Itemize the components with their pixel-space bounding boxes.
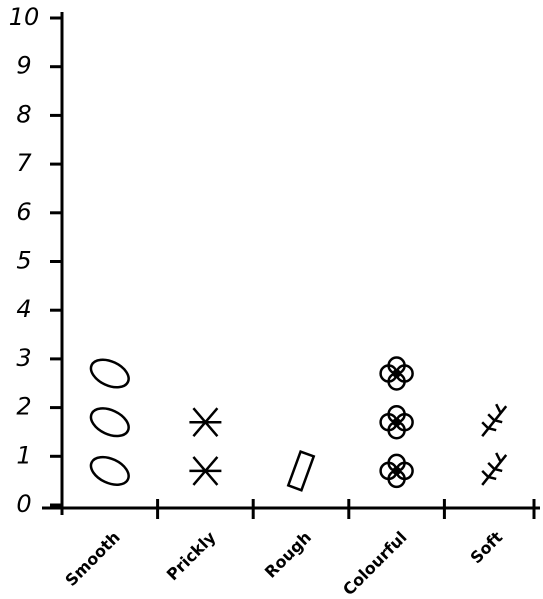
- y-tick-label: 2: [16, 393, 31, 421]
- icon-stack: [189, 408, 221, 485]
- icon: [87, 452, 133, 491]
- y-tick-label: 3: [16, 344, 31, 372]
- y-tick-label: 4: [16, 295, 31, 323]
- y-tick-label: 7: [16, 149, 32, 177]
- x-tick-label: Soft: [467, 527, 507, 567]
- icon: [288, 452, 313, 491]
- icon: [189, 408, 221, 436]
- x-tick-label: Prickly: [163, 527, 220, 584]
- y-tick-label: 9: [16, 52, 31, 80]
- icon-stack: [87, 354, 133, 490]
- y-tick-label: 0: [16, 490, 31, 518]
- icon-stack: [482, 404, 506, 485]
- icon-stack: [381, 358, 413, 487]
- icon: [87, 354, 133, 393]
- y-tick-label: 1: [16, 441, 31, 469]
- icon: [87, 403, 133, 442]
- icon-stack: [288, 452, 313, 491]
- icon: [482, 453, 506, 485]
- icon: [482, 404, 506, 436]
- y-tick-label: 6: [16, 198, 31, 226]
- x-tick-label: Colourful: [339, 528, 411, 599]
- x-tick-label: Smooth: [61, 528, 123, 590]
- y-tick-label: 5: [16, 247, 31, 275]
- x-tick-label: Rough: [261, 528, 315, 582]
- icon: [189, 457, 221, 485]
- y-tick-label: 10: [9, 3, 40, 31]
- y-tick-label: 8: [16, 100, 31, 128]
- chart: 0 1 2 3 4 5 6 7 8 9 10 Smooth Prickly Rough Colourful S…: [0, 0, 543, 599]
- page: 0 1 2 3 4 5 6 7 8 9 10 Smooth Prickly Rough Colourful S…: [0, 0, 543, 599]
